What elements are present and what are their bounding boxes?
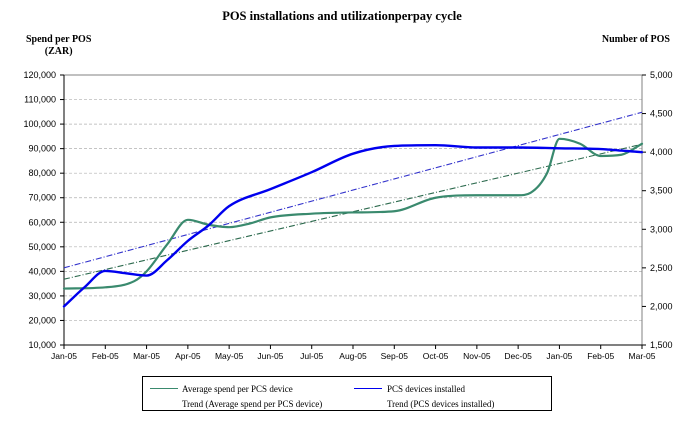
svg-text:2,500: 2,500 — [650, 263, 673, 273]
svg-text:70,000: 70,000 — [28, 193, 56, 203]
svg-text:20,000: 20,000 — [28, 315, 56, 325]
svg-text:Feb-05: Feb-05 — [587, 351, 614, 361]
svg-text:Jun-05: Jun-05 — [257, 351, 283, 361]
svg-text:5,000: 5,000 — [650, 70, 673, 80]
svg-text:4,000: 4,000 — [650, 147, 673, 157]
svg-text:60,000: 60,000 — [28, 217, 56, 227]
svg-text:Jan-05: Jan-05 — [51, 351, 77, 361]
svg-text:2,000: 2,000 — [650, 301, 673, 311]
svg-text:Aug-05: Aug-05 — [339, 351, 367, 361]
svg-text:120,000: 120,000 — [23, 70, 56, 80]
svg-text:40,000: 40,000 — [28, 266, 56, 276]
svg-text:100,000: 100,000 — [23, 119, 56, 129]
svg-text:Dec-05: Dec-05 — [504, 351, 532, 361]
svg-text:90,000: 90,000 — [28, 144, 56, 154]
svg-text:Mar-05: Mar-05 — [133, 351, 160, 361]
svg-text:Jul-05: Jul-05 — [300, 351, 323, 361]
svg-text:Sep-05: Sep-05 — [381, 351, 409, 361]
svg-text:30,000: 30,000 — [28, 291, 56, 301]
svg-text:3,000: 3,000 — [650, 224, 673, 234]
svg-text:3,500: 3,500 — [650, 186, 673, 196]
svg-text:Mar-05: Mar-05 — [629, 351, 656, 361]
svg-text:Jan-05: Jan-05 — [546, 351, 572, 361]
svg-text:Feb-05: Feb-05 — [92, 351, 119, 361]
svg-text:50,000: 50,000 — [28, 242, 56, 252]
svg-text:Oct-05: Oct-05 — [423, 351, 449, 361]
svg-text:Apr-05: Apr-05 — [175, 351, 201, 361]
svg-text:10,000: 10,000 — [28, 340, 56, 350]
svg-text:1,500: 1,500 — [650, 340, 673, 350]
svg-text:May-05: May-05 — [215, 351, 244, 361]
svg-text:80,000: 80,000 — [28, 168, 56, 178]
svg-text:4,500: 4,500 — [650, 109, 673, 119]
svg-text:110,000: 110,000 — [24, 95, 56, 105]
svg-text:Nov-05: Nov-05 — [463, 351, 491, 361]
